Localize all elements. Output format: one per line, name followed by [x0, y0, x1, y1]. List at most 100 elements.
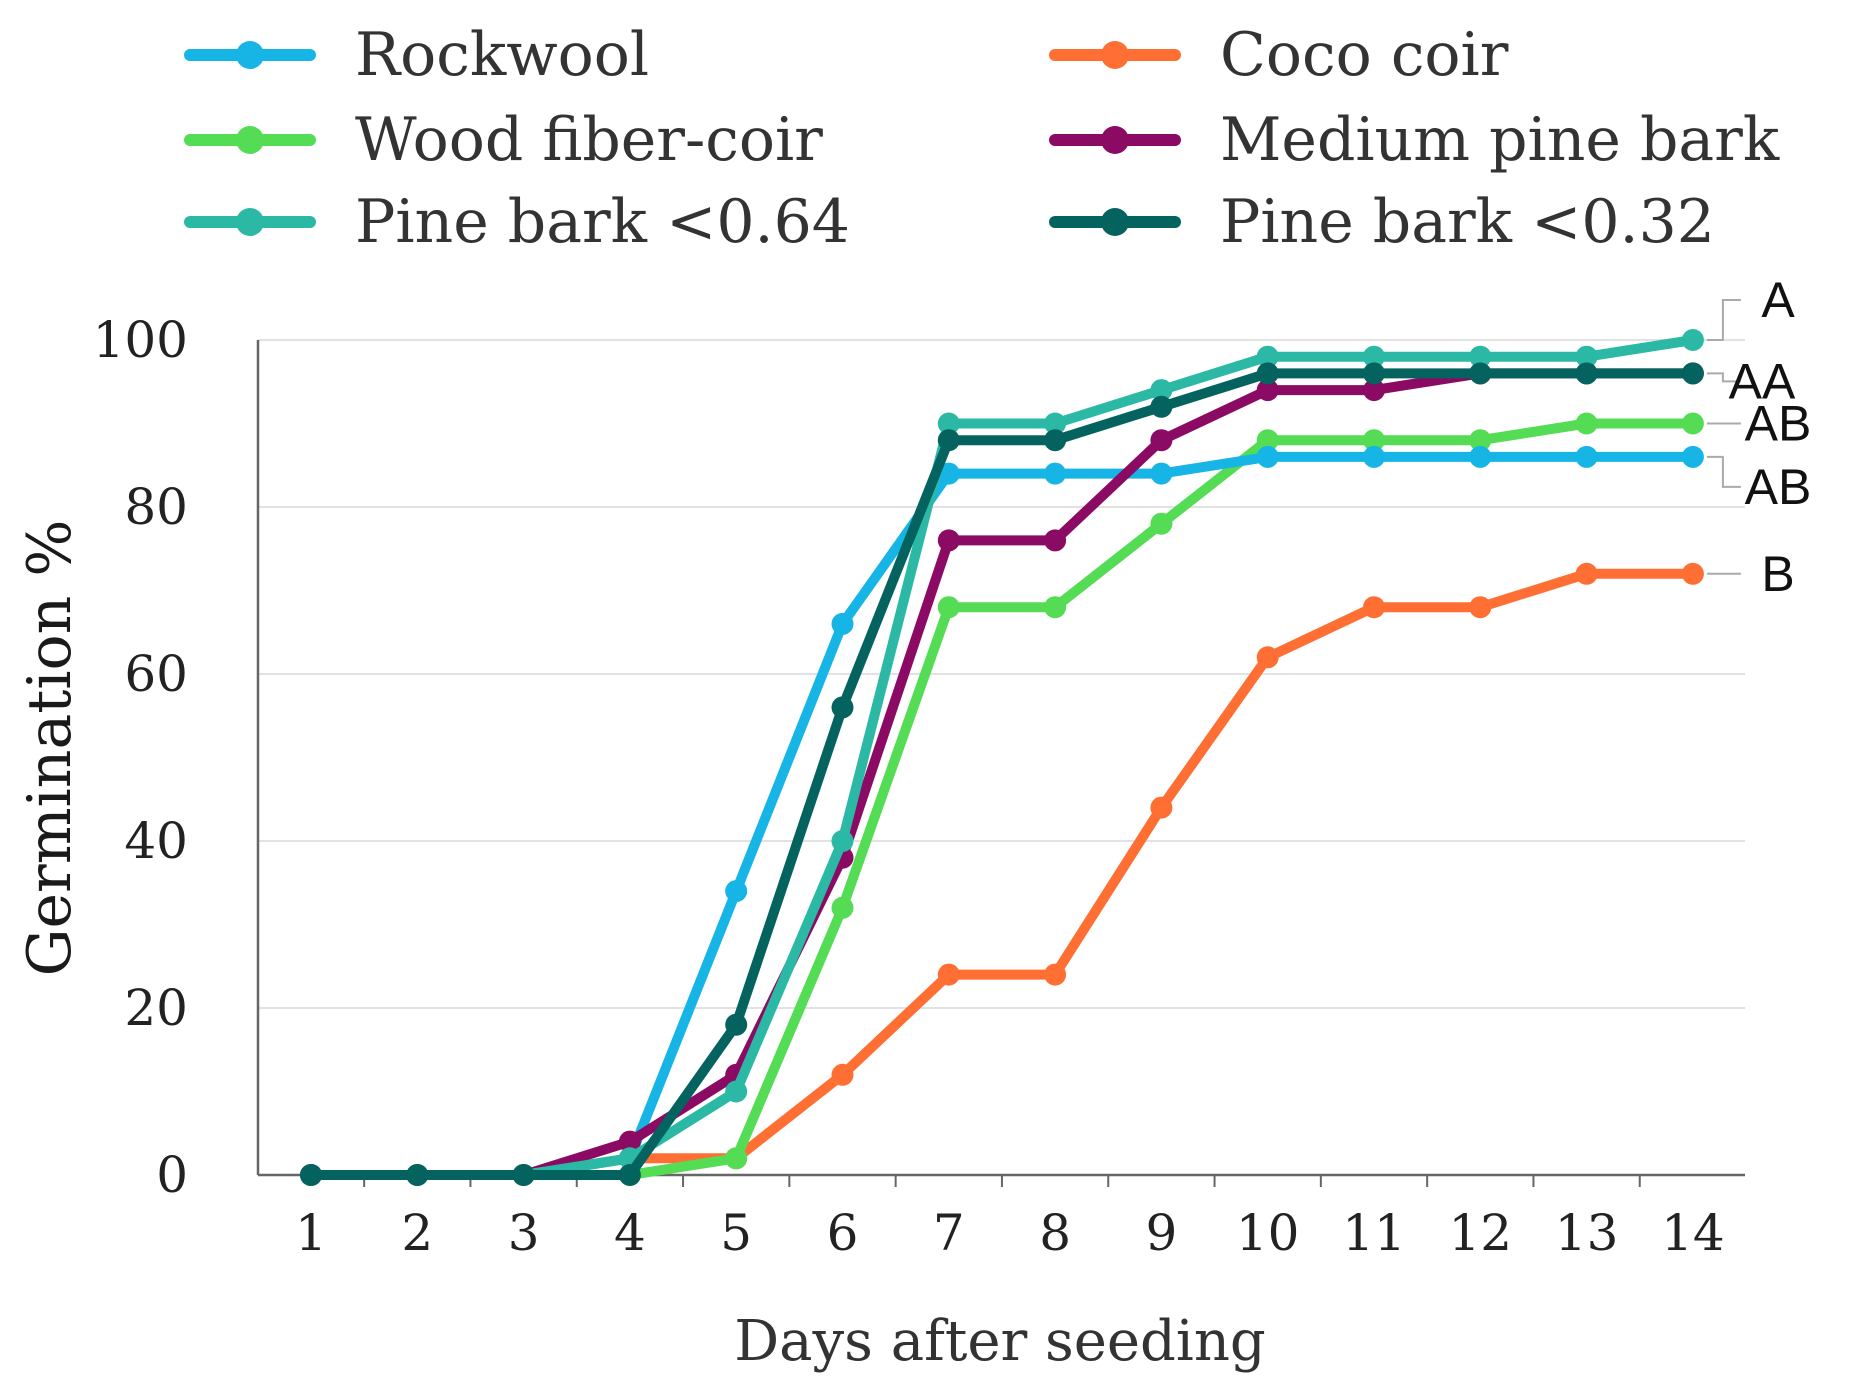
x-tick-label: 12 — [1448, 1204, 1512, 1262]
legend-label: Medium pine bark — [1220, 105, 1780, 175]
legend-label: Pine bark <0.32 — [1220, 187, 1715, 257]
legend-swatch-marker — [1101, 126, 1129, 154]
data-point — [1256, 429, 1279, 452]
data-point — [1363, 379, 1385, 402]
series-wood-fiber-coir — [300, 412, 1704, 1186]
significance-letter: B — [1761, 546, 1794, 602]
data-point — [618, 1164, 641, 1186]
series-rockwool — [300, 445, 1704, 1186]
data-point — [725, 1080, 748, 1103]
y-tick-label: 20 — [124, 979, 188, 1037]
legend-item: Medium pine bark — [1049, 105, 1780, 175]
legend-item: Pine bark <0.32 — [1049, 187, 1715, 257]
data-point — [1469, 445, 1492, 468]
data-point — [937, 596, 960, 619]
data-point — [1150, 796, 1173, 819]
legend-swatch-marker — [1101, 41, 1129, 69]
data-point — [831, 1063, 854, 1086]
data-point — [1575, 412, 1598, 435]
data-point — [1469, 345, 1492, 368]
x-tick-label: 13 — [1555, 1204, 1619, 1262]
series-coco-coir — [300, 562, 1704, 1186]
y-tick-label: 40 — [124, 812, 188, 870]
data-point — [1575, 362, 1598, 385]
data-point — [937, 462, 960, 485]
data-point — [300, 1164, 322, 1186]
x-tick-label: 2 — [401, 1204, 433, 1262]
data-point — [1044, 412, 1067, 435]
series-line — [306, 568, 1698, 1180]
data-point — [831, 896, 854, 919]
data-point — [831, 696, 854, 719]
data-point — [1150, 379, 1173, 402]
gridlines — [258, 339, 1745, 1009]
data-point — [937, 529, 960, 552]
data-point — [1363, 445, 1385, 468]
data-point — [1256, 646, 1279, 669]
data-point — [725, 1147, 748, 1170]
significance-label: AA — [1706, 353, 1796, 409]
data-point — [1044, 462, 1067, 485]
series-line — [306, 368, 1698, 1180]
legend-swatch-marker — [236, 208, 264, 236]
significance-letter: AB — [1745, 396, 1812, 452]
data-point — [1681, 445, 1704, 468]
x-tick-label: 11 — [1342, 1204, 1406, 1262]
data-point — [1044, 529, 1067, 552]
legend-label: Rockwool — [355, 20, 649, 90]
y-tick-label: 0 — [156, 1146, 188, 1204]
legend: Rockwool Coco coir Wood fiber-coir Medium p… — [184, 20, 1780, 257]
data-point — [725, 880, 748, 903]
legend-swatch-marker — [1101, 208, 1129, 236]
legend-item: Wood fiber-coir — [184, 105, 823, 175]
series-group — [300, 329, 1704, 1186]
data-point — [1363, 429, 1385, 452]
legend-swatch-marker — [236, 126, 264, 154]
data-point — [1363, 345, 1385, 368]
data-point — [1681, 412, 1704, 435]
legend-label: Wood fiber-coir — [355, 105, 823, 175]
data-point — [1150, 512, 1173, 535]
significance-letter: AA — [1729, 353, 1796, 409]
data-point — [725, 1013, 748, 1036]
data-point — [1469, 362, 1492, 385]
data-point — [1044, 963, 1067, 986]
data-point — [1681, 362, 1704, 385]
data-point — [937, 429, 960, 452]
x-tick-label: 3 — [508, 1204, 540, 1262]
significance-label: B — [1706, 546, 1795, 602]
data-point — [1256, 379, 1279, 402]
data-point — [1681, 329, 1704, 351]
data-point — [1256, 345, 1279, 368]
legend-item: Rockwool — [184, 20, 649, 90]
data-point — [1256, 445, 1279, 468]
data-point — [512, 1164, 535, 1186]
data-point — [406, 1164, 429, 1186]
significance-label: AB — [1706, 396, 1812, 452]
x-tick-label: 6 — [827, 1204, 859, 1262]
legend-item: Coco coir — [1049, 20, 1509, 90]
x-axis-title: Days after seeding — [734, 1309, 1265, 1374]
data-point — [1575, 445, 1598, 468]
y-axis-title: Germination % — [15, 520, 85, 977]
series-line — [306, 451, 1698, 1180]
data-point — [1469, 596, 1492, 619]
data-point — [1363, 362, 1385, 385]
significance-label: A — [1706, 272, 1795, 341]
legend-swatch-marker — [236, 41, 264, 69]
data-point — [1469, 429, 1492, 452]
x-tick-label: 8 — [1039, 1204, 1071, 1262]
series-line — [306, 368, 1698, 1180]
data-point — [1044, 596, 1067, 619]
data-point — [1363, 596, 1385, 619]
legend-label: Pine bark <0.64 — [355, 187, 850, 257]
x-tick-label: 4 — [614, 1204, 646, 1262]
data-point — [1575, 562, 1598, 585]
x-tick-label: 10 — [1236, 1204, 1300, 1262]
leader-line — [1706, 372, 1741, 383]
data-point — [831, 830, 854, 852]
leader-line — [1706, 455, 1741, 488]
leader-line — [1706, 299, 1741, 341]
